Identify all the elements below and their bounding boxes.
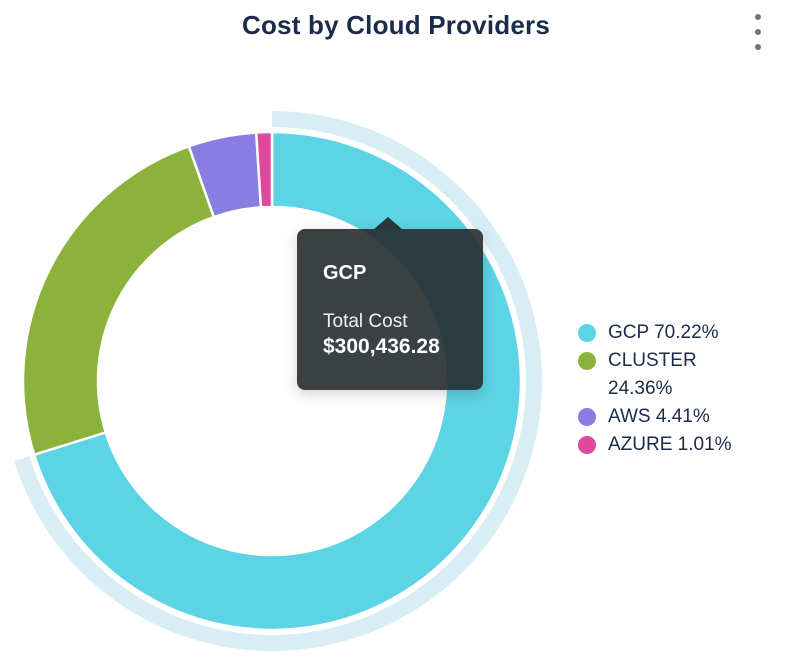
legend-item-aws[interactable]: AWS 4.41%	[578, 403, 748, 431]
legend-dot-cluster	[578, 352, 596, 370]
legend-item-gcp[interactable]: GCP 70.22%	[578, 319, 748, 347]
slice-azure[interactable]	[254, 130, 274, 209]
legend-label: GCP 70.22%	[608, 322, 719, 343]
page-title: Cost by Cloud Providers	[242, 10, 550, 40]
legend-label: CLUSTER 24.36%	[608, 350, 697, 399]
legend-dot-gcp	[578, 324, 596, 342]
legend-dot-aws	[578, 408, 596, 426]
kebab-dot	[755, 44, 761, 50]
legend-dot-azure	[578, 436, 596, 454]
tooltip-series-name: GCP	[323, 262, 367, 284]
kebab-dot	[755, 14, 761, 20]
legend-label: AWS 4.41%	[608, 406, 710, 427]
kebab-menu-icon[interactable]	[751, 13, 765, 51]
legend-item-cluster[interactable]: CLUSTER 24.36%	[578, 347, 748, 403]
legend-label: AZURE 1.01%	[608, 434, 732, 455]
legend: GCP 70.22% CLUSTER 24.36% AWS 4.41% AZURE 1…	[578, 319, 748, 459]
kebab-dot	[755, 29, 761, 35]
tooltip-caret-icon	[374, 217, 402, 229]
tooltip-metric-value: $300,436.28	[323, 335, 440, 358]
slice-cluster[interactable]	[21, 145, 216, 456]
tooltip: GCP Total Cost $300,436.28	[297, 217, 483, 390]
tooltip-metric-label: Total Cost	[323, 311, 408, 332]
legend-item-azure[interactable]: AZURE 1.01%	[578, 431, 748, 459]
